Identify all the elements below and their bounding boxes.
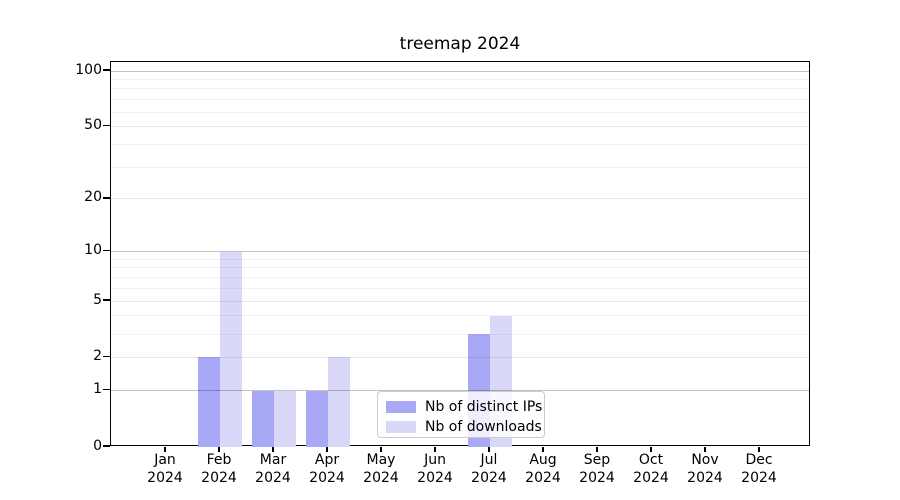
- x-tick-label: Sep 2024: [579, 452, 615, 486]
- bar-nb-of-distinct-ips-mar: [252, 390, 274, 447]
- y-tick: [103, 445, 110, 447]
- gridline: [111, 356, 809, 358]
- x-tick-label: Mar 2024: [255, 452, 291, 486]
- bar-nb-of-downloads-apr: [328, 357, 350, 447]
- legend-swatch-distinct-ips-icon: [386, 400, 416, 413]
- y-tick: [103, 69, 110, 71]
- minor-gridline: [111, 267, 809, 269]
- x-tick-label: Nov 2024: [687, 452, 723, 486]
- x-tick-label: Feb 2024: [201, 452, 237, 486]
- minor-gridline: [111, 166, 809, 168]
- x-tick: [488, 447, 490, 452]
- minor-gridline: [111, 99, 809, 101]
- y-tick-label: 1: [93, 381, 102, 398]
- x-tick: [326, 447, 328, 452]
- x-tick-label: Jan 2024: [147, 452, 183, 486]
- gridline: [111, 300, 809, 302]
- minor-gridline: [111, 277, 809, 279]
- x-tick: [218, 447, 220, 452]
- major-gridline: [111, 251, 809, 253]
- minor-gridline: [111, 78, 809, 80]
- minor-gridline: [111, 315, 809, 317]
- major-gridline: [111, 70, 809, 72]
- minor-gridline: [111, 143, 809, 145]
- y-tick-label: 50: [84, 117, 102, 134]
- x-tick-label: Jul 2024: [471, 452, 507, 486]
- bar-nb-of-distinct-ips-apr: [306, 390, 328, 447]
- y-tick-label: 100: [75, 61, 102, 78]
- legend-entry-distinct-ips: Nb of distinct IPs: [386, 397, 544, 416]
- y-tick: [103, 388, 110, 391]
- legend-label-distinct-ips: Nb of distinct IPs: [425, 398, 543, 415]
- x-tick: [596, 447, 598, 452]
- y-tick-label: 5: [93, 291, 102, 308]
- y-tick-label: 0: [93, 437, 102, 454]
- major-gridline: [111, 390, 809, 392]
- y-tick-label: 10: [84, 242, 102, 259]
- legend-entry-downloads: Nb of downloads: [386, 417, 544, 436]
- y-tick: [103, 299, 110, 301]
- legend: Nb of distinct IPs Nb of downloads: [377, 391, 545, 438]
- chart-title: treemap 2024: [399, 34, 521, 54]
- x-tick: [380, 447, 382, 452]
- legend-swatch-downloads-icon: [386, 420, 416, 433]
- x-tick-label: Oct 2024: [633, 452, 669, 486]
- y-tick-label: 2: [93, 347, 102, 364]
- minor-gridline: [111, 287, 809, 289]
- grid-layer: [111, 62, 809, 445]
- x-tick-label: May 2024: [363, 452, 399, 486]
- x-tick-label: Aug 2024: [525, 452, 561, 486]
- y-tick: [103, 249, 110, 252]
- x-tick-label: Jun 2024: [417, 452, 453, 486]
- x-tick: [758, 447, 760, 452]
- bar-nb-of-downloads-mar: [274, 390, 296, 447]
- bar-nb-of-downloads-feb: [220, 251, 242, 447]
- bar-nb-of-distinct-ips-feb: [198, 357, 220, 447]
- minor-gridline: [111, 333, 809, 335]
- minor-gridline: [111, 88, 809, 90]
- x-tick-label: Apr 2024: [309, 452, 345, 486]
- x-tick: [272, 447, 274, 452]
- x-tick: [164, 447, 166, 452]
- gridline: [111, 198, 809, 200]
- y-tick: [103, 355, 110, 358]
- x-tick: [542, 447, 544, 452]
- x-tick-label: Dec 2024: [741, 452, 777, 486]
- x-tick: [434, 447, 436, 452]
- minor-gridline: [111, 111, 809, 113]
- legend-label-downloads: Nb of downloads: [425, 418, 542, 435]
- y-tick: [103, 197, 110, 199]
- x-tick: [704, 447, 706, 452]
- x-tick: [650, 447, 652, 452]
- y-tick: [103, 124, 110, 127]
- gridline: [111, 126, 809, 128]
- minor-gridline: [111, 258, 809, 260]
- y-tick-label: 20: [84, 189, 102, 206]
